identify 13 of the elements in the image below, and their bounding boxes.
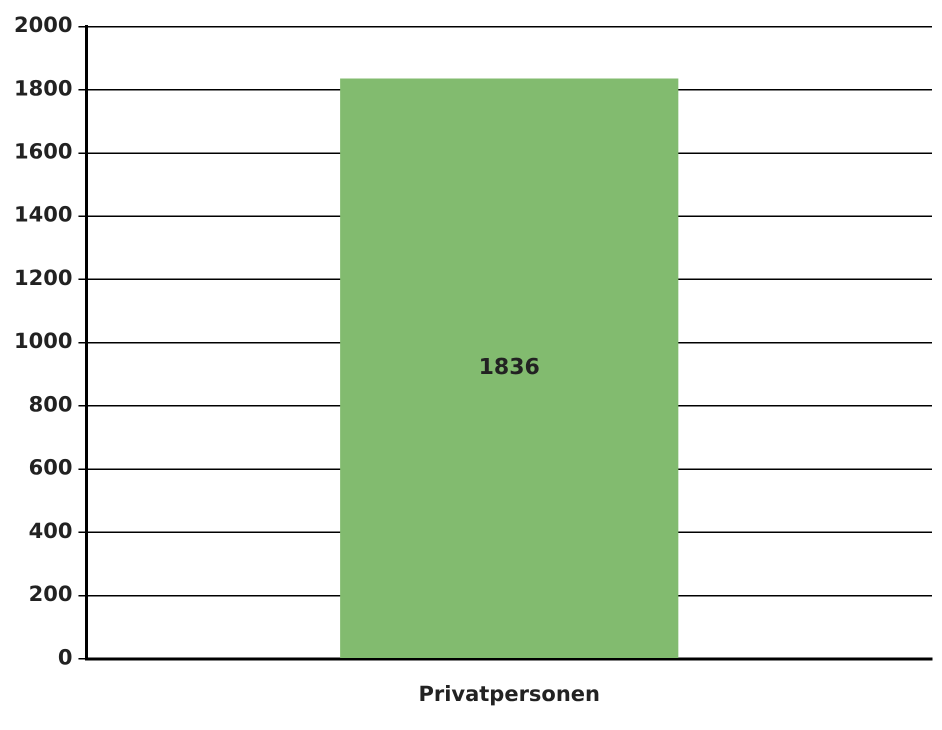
y-tick-label: 200 xyxy=(28,582,72,606)
y-tick-label: 0 xyxy=(58,645,72,670)
y-tick-label: 1400 xyxy=(14,202,72,227)
y-tick-label: 400 xyxy=(28,518,72,543)
y-tick-label: 1000 xyxy=(14,329,72,354)
y-tick-label: 1800 xyxy=(14,76,72,100)
y-tick-label: 1200 xyxy=(14,266,72,290)
data-label: 1836 xyxy=(478,354,540,380)
y-tick-label: 2000 xyxy=(14,13,72,38)
y-tick-label: 1600 xyxy=(14,139,72,164)
y-tick-label: 600 xyxy=(28,456,72,480)
y-tick-label: 800 xyxy=(28,392,72,416)
x-tick-label: Privatpersonen xyxy=(418,682,600,706)
